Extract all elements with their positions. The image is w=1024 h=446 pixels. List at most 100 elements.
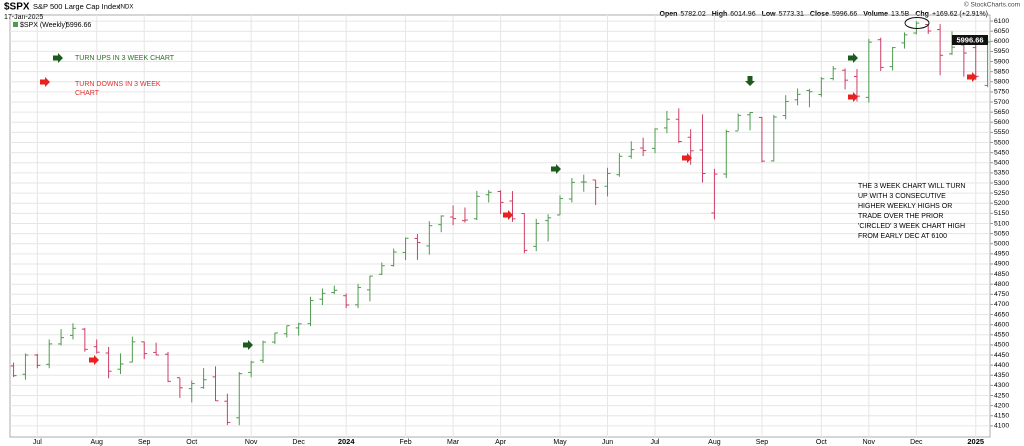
x-tick-label: 2025 — [967, 437, 984, 446]
x-tick-label: Apr — [495, 439, 507, 446]
watermark: © StockCharts.com — [964, 1, 1020, 9]
header-label: Low — [762, 11, 777, 18]
y-tick-label: 4950 — [994, 251, 1009, 258]
date: 17-Jan-2025 — [4, 14, 43, 21]
y-tick-label: 5200 — [994, 200, 1009, 207]
header-value: 5773.31 — [779, 11, 804, 18]
y-tick-label: 4600 — [994, 321, 1009, 328]
header-value: 13.5B — [891, 11, 910, 18]
x-tick-label: Sep — [138, 439, 151, 446]
arrow — [40, 77, 50, 87]
x-tick-label: Oct — [186, 439, 197, 446]
header-value: 5782.02 — [680, 11, 705, 18]
y-tick-label: 4750 — [994, 291, 1009, 298]
header-label: Open — [660, 11, 678, 18]
y-tick-label: 4850 — [994, 271, 1009, 278]
y-tick-label: 4500 — [994, 342, 1009, 349]
annotation: 'CIRCLED' 3 WEEK CHART HIGH — [858, 223, 965, 230]
x-tick-label: Feb — [400, 439, 412, 446]
y-tick-label: 5600 — [994, 119, 1009, 126]
y-tick-label: 5100 — [994, 220, 1009, 227]
y-tick-label: 4250 — [994, 392, 1009, 399]
y-tick-label: 4300 — [994, 382, 1009, 389]
arrow — [848, 53, 858, 63]
arrow — [682, 153, 692, 163]
arrow — [503, 210, 513, 220]
arrow — [848, 92, 858, 102]
y-tick-label: 5450 — [994, 149, 1009, 156]
annotation-arrows — [40, 53, 977, 365]
header-label: Close — [810, 11, 829, 18]
x-tick-label: Jul — [33, 439, 42, 446]
header-label: Chg — [915, 11, 929, 18]
note: THE 3 WEEK CHART WILL TURN UP WITH 3 CONS… — [858, 183, 965, 240]
x-tick-label: Sep — [756, 439, 769, 446]
arrow — [745, 76, 755, 86]
y-tick-label: 5350 — [994, 170, 1009, 177]
header-value: +169.62 (+2.91%) — [932, 11, 988, 18]
y-tick-label: 5000 — [994, 241, 1009, 248]
price-box — [952, 35, 988, 45]
x-tick-label: May — [553, 439, 567, 446]
y-tick-label: 5500 — [994, 139, 1009, 146]
y-tick-label: 4650 — [994, 311, 1009, 318]
header-label: Volume — [863, 11, 888, 18]
header-label: High — [712, 11, 728, 18]
chart-title: $SPX — [4, 2, 30, 13]
y-tick-label: 4450 — [994, 352, 1009, 359]
annotation: CHART — [75, 90, 100, 97]
y-tick-label: 4400 — [994, 362, 1009, 369]
x-tick-label: Aug — [708, 439, 721, 446]
y-tick-label: 4150 — [994, 413, 1009, 420]
x-tick-label: Dec — [292, 439, 305, 446]
price-label: 5996.66 — [956, 35, 983, 44]
y-tick-label: 5050 — [994, 230, 1009, 237]
bars — [10, 21, 991, 426]
header-value: 5996.66 — [832, 11, 857, 18]
annotation: UP WITH 3 CONSECUTIVE — [858, 193, 946, 200]
x-tick-label: Jun — [602, 439, 613, 446]
y-tick-label: 4700 — [994, 301, 1009, 308]
x-tick-label: Jul — [651, 439, 660, 446]
y-tick-label: 4900 — [994, 261, 1009, 268]
y-tick-label: 5300 — [994, 180, 1009, 187]
y-tick-label: 5750 — [994, 89, 1009, 96]
y-tick-label: 4550 — [994, 332, 1009, 339]
arrow — [53, 53, 63, 63]
y-tick-label: 5950 — [994, 48, 1009, 55]
y-tick-label: 6050 — [994, 28, 1009, 35]
annotation: HIGHER WEEKLY HIGHS OR — [858, 203, 952, 210]
header-stats: Open 5782.02 High 6014.96 Low 5773.31 Close 599… — [660, 11, 988, 18]
grid — [10, 15, 990, 437]
y-tick-label: 6100 — [994, 18, 1009, 25]
annotation: TURN UPS IN 3 WEEK CHART — [75, 55, 175, 62]
y-tick-label: 5550 — [994, 129, 1009, 136]
arrow — [89, 355, 99, 365]
plot-frame — [9, 14, 991, 438]
y-tick-label: 5800 — [994, 79, 1009, 86]
y-tick-label: 5700 — [994, 99, 1009, 106]
y-tick-label: 6000 — [994, 38, 1009, 45]
exchange: INDX — [119, 5, 133, 11]
y-tick-label: 4100 — [994, 423, 1009, 430]
x-tick-label: Dec — [910, 439, 923, 446]
chart-subtitle: S&P 500 Large Cap Index — [33, 2, 120, 11]
x-tick-label: Oct — [816, 439, 827, 446]
y-tick-label: 5400 — [994, 160, 1009, 167]
y-tick-label: 5850 — [994, 68, 1009, 75]
arrow — [243, 340, 253, 350]
x-tick-label: Nov — [245, 439, 258, 446]
annotation: FROM EARLY DEC AT 6100 — [858, 233, 947, 240]
annotation: TURN DOWNS IN 3 WEEK — [75, 81, 161, 88]
y-tick-label: 4350 — [994, 372, 1009, 379]
y-tick-label: 5150 — [994, 210, 1009, 217]
annotation: THE 3 WEEK CHART WILL TURN — [858, 183, 965, 190]
x-tick-label: 2024 — [338, 437, 356, 446]
arrow — [551, 164, 561, 174]
legend: $SPX (Weekly) — [20, 22, 67, 29]
y-tick-label: 5650 — [994, 109, 1009, 116]
annotation: TRADE OVER THE PRIOR — [858, 213, 943, 220]
legend-value: 5996.66 — [66, 22, 91, 29]
x-tick-label: Nov — [863, 439, 876, 446]
